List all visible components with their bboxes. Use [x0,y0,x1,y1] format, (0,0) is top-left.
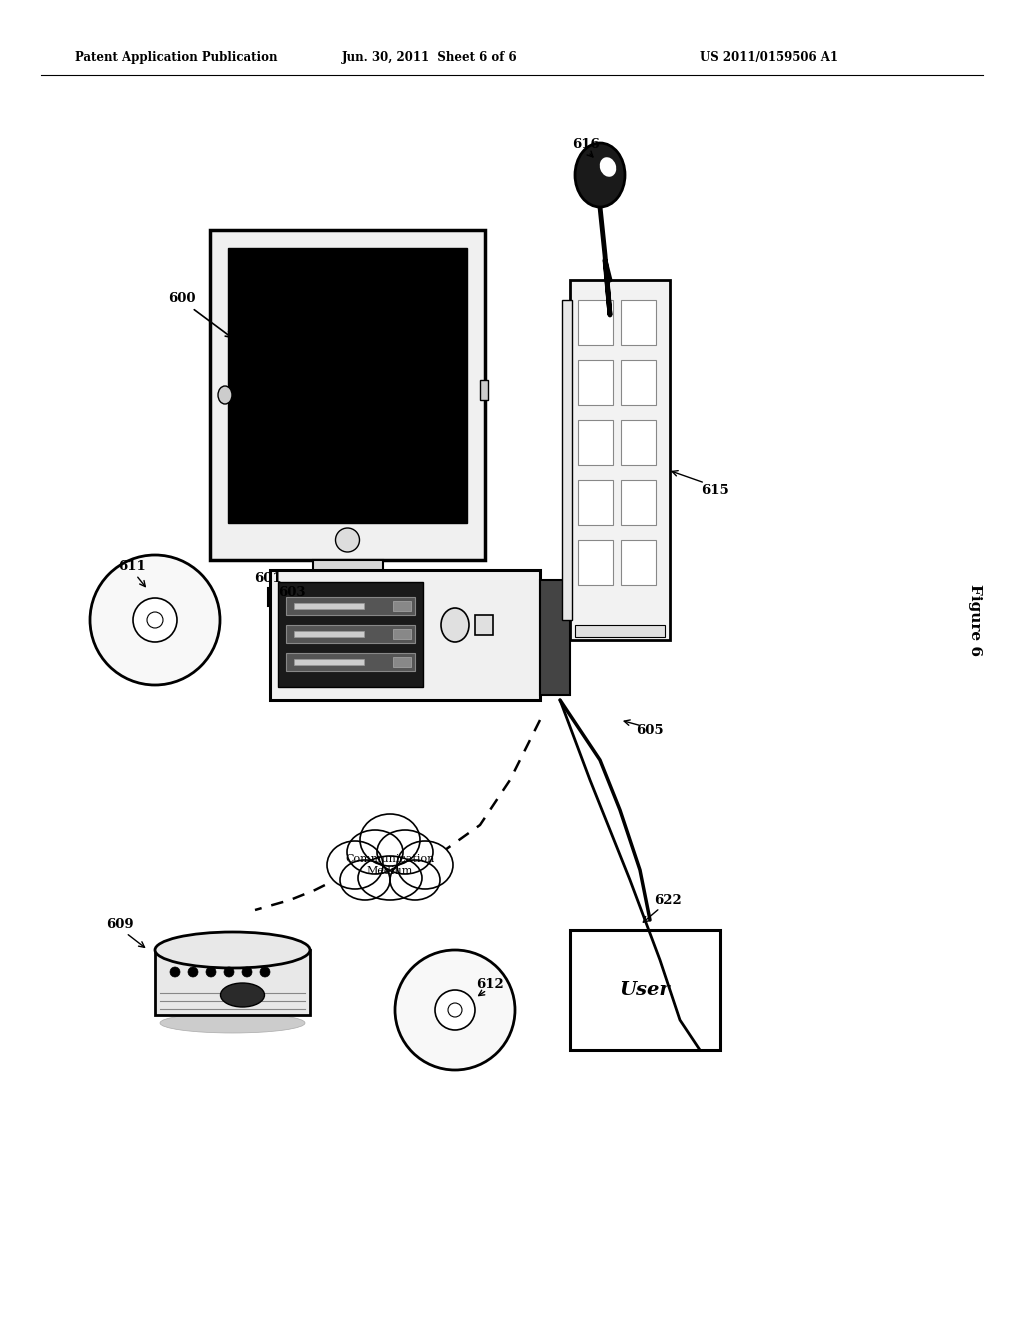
Text: 603: 603 [279,586,306,598]
Bar [475,615,493,635]
Bar [155,950,310,1015]
Ellipse shape [347,830,403,874]
Bar [294,659,364,665]
Bar [621,420,656,465]
Bar [393,657,411,667]
Ellipse shape [218,385,232,404]
Bar [286,653,415,671]
Bar [578,300,613,345]
Bar [575,624,665,638]
Ellipse shape [260,968,270,977]
Ellipse shape [377,830,433,874]
Bar [294,631,364,638]
Text: 607: 607 [245,304,271,317]
Ellipse shape [397,841,453,888]
Ellipse shape [242,968,252,977]
Text: 600: 600 [168,292,196,305]
Text: User: User [620,981,671,999]
Bar [540,579,570,696]
Bar [480,380,488,400]
Text: 622: 622 [654,894,682,907]
Ellipse shape [147,612,163,628]
Ellipse shape [575,143,625,207]
Text: 612: 612 [476,978,504,991]
Ellipse shape [340,861,390,900]
Text: Patent Application Publication: Patent Application Publication [75,51,278,65]
Ellipse shape [155,932,310,968]
Ellipse shape [224,968,234,977]
Ellipse shape [206,968,216,977]
Bar [294,603,364,609]
Bar [621,540,656,585]
Ellipse shape [170,968,180,977]
Bar [393,601,411,611]
Bar [578,360,613,405]
Ellipse shape [336,528,359,552]
Text: 605: 605 [636,723,664,737]
Bar [393,630,411,639]
Bar [286,597,415,615]
Bar [578,420,613,465]
Ellipse shape [90,554,220,685]
Bar [570,931,720,1049]
Bar [621,480,656,525]
Ellipse shape [435,990,475,1030]
Text: Figure 6: Figure 6 [968,583,982,656]
Ellipse shape [358,855,422,900]
Ellipse shape [327,841,383,888]
Ellipse shape [188,968,198,977]
Text: US 2011/0159506 A1: US 2011/0159506 A1 [700,51,838,65]
Bar [562,300,572,620]
Text: 615: 615 [701,483,729,496]
Bar [210,230,485,560]
Ellipse shape [220,983,264,1007]
Text: Communication
Medium: Communication Medium [345,854,434,875]
Bar [621,300,656,345]
Text: 611: 611 [118,561,145,573]
Text: Jun. 30, 2011  Sheet 6 of 6: Jun. 30, 2011 Sheet 6 of 6 [342,51,518,65]
Bar [578,480,613,525]
Bar [621,360,656,405]
Ellipse shape [449,1003,462,1016]
Bar [570,280,670,640]
Bar [578,540,613,585]
Text: 601: 601 [254,572,282,585]
Text: 616: 616 [572,139,600,152]
Ellipse shape [360,814,420,866]
Bar [267,587,427,606]
Text: 609: 609 [106,919,134,932]
Bar [312,560,383,587]
Bar [278,582,423,686]
Ellipse shape [395,950,515,1071]
Bar [228,248,467,523]
Bar [270,570,540,700]
Ellipse shape [160,1012,305,1034]
Bar [286,624,415,643]
Ellipse shape [390,861,440,900]
Ellipse shape [133,598,177,642]
Ellipse shape [600,157,616,177]
Ellipse shape [441,609,469,642]
